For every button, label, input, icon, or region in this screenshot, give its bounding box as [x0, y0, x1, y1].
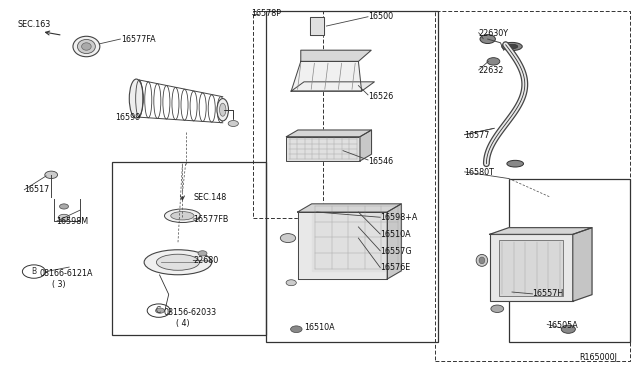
Circle shape [491, 305, 504, 312]
Text: 08166-6121A: 08166-6121A [40, 269, 93, 278]
Text: SEC.148: SEC.148 [193, 193, 227, 202]
Bar [266, 11, 438, 342]
Text: SEC.163: SEC.163 [18, 20, 51, 29]
Text: 16578P: 16578P [252, 9, 282, 17]
Text: 16510A: 16510A [380, 230, 411, 239]
Polygon shape [287, 130, 371, 137]
Polygon shape [310, 17, 324, 35]
Polygon shape [312, 204, 401, 271]
Polygon shape [298, 212, 387, 279]
Circle shape [280, 234, 296, 243]
Text: 16505A: 16505A [547, 321, 578, 330]
Text: 16517: 16517 [24, 185, 49, 194]
Ellipse shape [77, 39, 95, 54]
Polygon shape [387, 204, 401, 279]
Ellipse shape [144, 250, 212, 275]
Text: 22680: 22680 [193, 256, 218, 265]
Text: 08156-62033: 08156-62033 [163, 308, 216, 317]
Polygon shape [298, 204, 401, 212]
Text: 22632: 22632 [479, 66, 504, 75]
Circle shape [487, 58, 500, 65]
Ellipse shape [476, 254, 488, 266]
Circle shape [156, 308, 164, 313]
Bar [490, 234, 573, 301]
Circle shape [561, 325, 575, 333]
Circle shape [286, 280, 296, 286]
Bar [112, 162, 266, 335]
Polygon shape [301, 50, 371, 61]
Polygon shape [291, 61, 362, 91]
Ellipse shape [502, 42, 522, 51]
Circle shape [480, 35, 495, 44]
Circle shape [291, 326, 302, 333]
Ellipse shape [164, 209, 200, 222]
Text: 16546: 16546 [368, 157, 393, 166]
Text: 16500: 16500 [368, 12, 393, 21]
Ellipse shape [220, 103, 226, 116]
Bar [435, 11, 630, 361]
Circle shape [60, 204, 68, 209]
Text: 16580T: 16580T [465, 169, 495, 177]
Bar [509, 179, 630, 342]
Circle shape [58, 214, 70, 221]
Text: 16510A: 16510A [304, 323, 335, 332]
Text: 16577: 16577 [465, 131, 490, 140]
Text: 22630Y: 22630Y [479, 29, 509, 38]
Polygon shape [291, 82, 374, 91]
Ellipse shape [82, 43, 92, 50]
Circle shape [45, 171, 58, 179]
Text: 16598+A: 16598+A [380, 213, 417, 222]
Ellipse shape [217, 99, 228, 121]
Text: 16577FB: 16577FB [193, 215, 228, 224]
Ellipse shape [171, 212, 194, 220]
Ellipse shape [73, 36, 100, 57]
Text: 16577FA: 16577FA [122, 35, 156, 44]
Text: 16526: 16526 [368, 92, 393, 101]
Ellipse shape [479, 257, 485, 264]
Text: 16557G: 16557G [380, 247, 412, 256]
Ellipse shape [507, 160, 524, 167]
Text: ( 3): ( 3) [52, 280, 66, 289]
Text: 16557H: 16557H [532, 289, 564, 298]
Text: ( 4): ( 4) [176, 319, 189, 328]
Circle shape [198, 251, 207, 256]
Polygon shape [360, 130, 371, 161]
Text: B: B [31, 267, 36, 276]
Text: C: C [156, 306, 161, 315]
Polygon shape [573, 228, 592, 301]
Bar [253, 11, 323, 218]
Circle shape [228, 121, 239, 126]
Bar [287, 137, 360, 161]
Text: 16576E: 16576E [380, 263, 410, 272]
Text: 16598M: 16598M [56, 217, 88, 226]
Polygon shape [490, 228, 592, 234]
Text: R165000J: R165000J [579, 353, 617, 362]
Ellipse shape [506, 44, 518, 49]
Text: 16599: 16599 [115, 113, 141, 122]
Ellipse shape [156, 254, 200, 270]
Ellipse shape [129, 79, 143, 118]
Bar [499, 240, 563, 296]
